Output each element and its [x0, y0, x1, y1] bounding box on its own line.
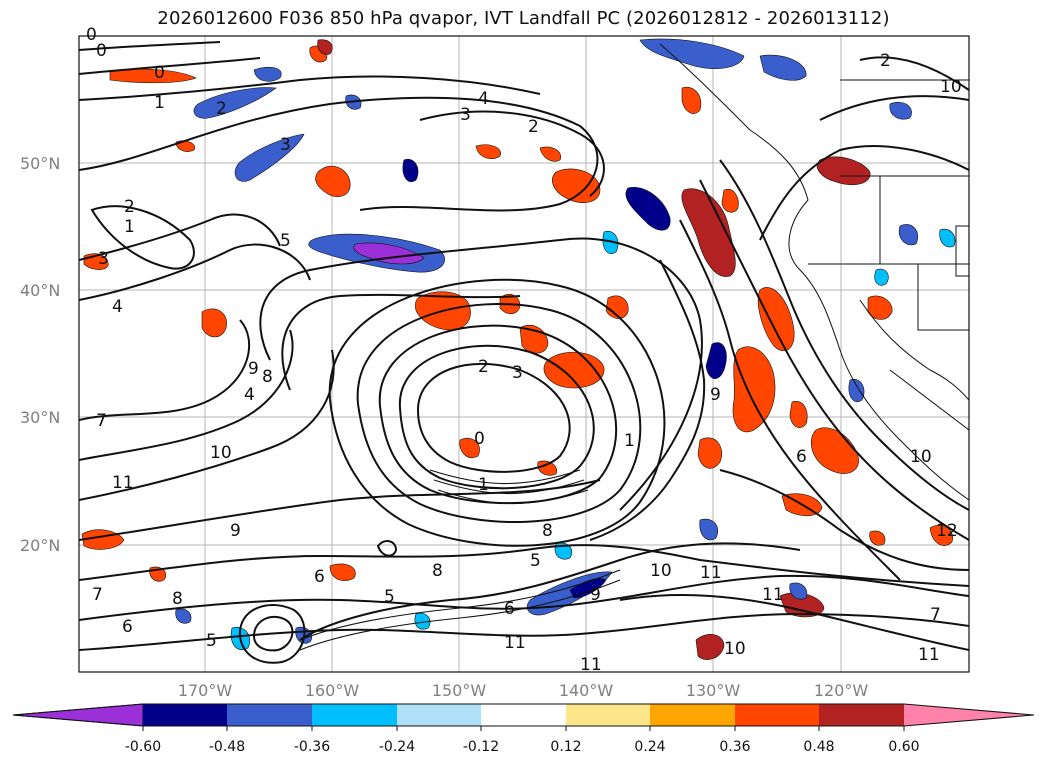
- contour-label: 11: [504, 633, 526, 653]
- colorbar-tick-label: 0.36: [719, 739, 750, 755]
- contour-label: 6: [122, 617, 133, 637]
- contour-label: 2: [880, 51, 891, 71]
- contour-label: 11: [700, 563, 722, 583]
- contour-label: 8: [262, 367, 273, 387]
- map-panel[interactable]: [78, 35, 970, 673]
- colorbar-segment: [566, 704, 650, 726]
- contour-label: 12: [936, 521, 958, 541]
- colorbar-segments: [12, 703, 1035, 727]
- contour-label: 9: [590, 585, 601, 605]
- contour-label: 7: [96, 411, 107, 431]
- contour-label: 6: [504, 599, 515, 619]
- contour-label: 1: [624, 431, 635, 451]
- contour-label: 0: [96, 41, 107, 61]
- contour-label: 6: [314, 567, 325, 587]
- colorbar-tick-label: -0.36: [294, 739, 330, 755]
- lat-label: 30°N: [20, 408, 60, 427]
- contour-label: 8: [172, 589, 183, 609]
- latitude-labels: 50°N 40°N 30°N 20°N: [20, 154, 60, 555]
- contour-label: 2: [528, 117, 539, 137]
- contour-label: 4: [112, 297, 123, 317]
- moisture-shading: [81, 38, 956, 660]
- contour-label: 8: [542, 521, 553, 541]
- map-background: [79, 36, 969, 672]
- contour-label: 9: [710, 385, 721, 405]
- contour-label: 11: [918, 645, 940, 665]
- ivt-contours: [79, 41, 969, 664]
- contour-label: 3: [460, 105, 471, 125]
- colorbar-segment: [143, 704, 227, 726]
- contour-label: 0: [474, 429, 485, 449]
- lon-label: 140°W: [559, 681, 614, 700]
- lat-label: 20°N: [20, 536, 60, 555]
- contour-label: 2: [124, 197, 135, 217]
- lon-label: 160°W: [305, 681, 360, 700]
- contour-label: 3: [98, 249, 109, 269]
- contour-label: 2: [216, 99, 227, 119]
- contour-label: 5: [384, 587, 395, 607]
- map-frame: [78, 35, 970, 673]
- lon-label: 150°W: [432, 681, 487, 700]
- lon-label: 120°W: [814, 681, 869, 700]
- colorbar-tick-label: -0.24: [379, 739, 415, 755]
- contour-label: 10: [724, 639, 746, 659]
- contour-label: 10: [910, 447, 932, 467]
- contour-label: 3: [280, 135, 291, 155]
- colorbar-segment: [904, 704, 1034, 726]
- contour-label: 7: [930, 605, 941, 625]
- contour-label: 1: [478, 475, 489, 495]
- ivt-contours-thin: [299, 469, 621, 651]
- contour-label: 4: [244, 385, 255, 405]
- colorbar-tick-label: 0.60: [888, 739, 919, 755]
- lon-label: 170°W: [178, 681, 233, 700]
- lat-label: 40°N: [20, 281, 60, 300]
- colorbar-ticks: -0.60 -0.48 -0.36 -0.24 -0.12 0.12 0.24 0.36 0.4…: [125, 726, 920, 755]
- contour-label: 0: [154, 63, 165, 83]
- coastlines: [659, 43, 969, 501]
- longitude-labels: 170°W 160°W 150°W 140°W 130°W 120°W: [178, 681, 869, 700]
- colorbar-segment: [650, 704, 735, 726]
- contour-label: 9: [230, 521, 241, 541]
- colorbar-segment: [312, 704, 397, 726]
- colorbar-segment: [397, 704, 481, 726]
- colorbar: -0.60 -0.48 -0.36 -0.24 -0.12 0.12 0.24 0.36 0.4…: [12, 703, 1035, 755]
- contour-label: 1: [124, 217, 135, 237]
- contour-labels: 0 0 1 2 3 4 3 2 5 2 1 3 4 9 8 4 7 10 11 …: [86, 25, 962, 675]
- contour-label: 5: [530, 551, 541, 571]
- contour-label: 3: [512, 363, 523, 383]
- colorbar-tick-label: 0.12: [550, 739, 581, 755]
- contour-label: 5: [206, 631, 217, 651]
- colorbar-tick-label: -0.12: [463, 739, 499, 755]
- colorbar-tick-label: 0.24: [634, 739, 665, 755]
- contour-label: 11: [762, 585, 784, 605]
- contour-label: 8: [432, 561, 443, 581]
- colorbar-segment: [227, 704, 312, 726]
- lon-label: 130°W: [686, 681, 741, 700]
- map-title: 2026012600 F036 850 hPa qvapor, IVT Land…: [157, 8, 890, 29]
- contour-label: 10: [210, 443, 232, 463]
- colorbar-segment: [481, 704, 566, 726]
- colorbar-tick-label: -0.60: [125, 739, 161, 755]
- contour-label: 1: [154, 93, 165, 113]
- contour-label: 11: [112, 473, 134, 493]
- contour-label: 0: [86, 25, 97, 45]
- colorbar-segment: [819, 704, 904, 726]
- colorbar-segment: [12, 703, 144, 727]
- colorbar-segment: [735, 704, 819, 726]
- contour-label: 11: [580, 655, 602, 675]
- contour-label: 5: [280, 231, 291, 251]
- contour-label: 2: [478, 357, 489, 377]
- contour-label: 9: [248, 359, 259, 379]
- contour-label: 10: [940, 77, 962, 97]
- contour-label: 10: [650, 561, 672, 581]
- colorbar-tick-label: -0.48: [209, 739, 245, 755]
- contour-label: 4: [478, 89, 489, 109]
- contour-label: 6: [796, 447, 807, 467]
- lat-label: 50°N: [20, 154, 60, 173]
- contour-label: 7: [92, 585, 103, 605]
- colorbar-tick-label: 0.48: [803, 739, 834, 755]
